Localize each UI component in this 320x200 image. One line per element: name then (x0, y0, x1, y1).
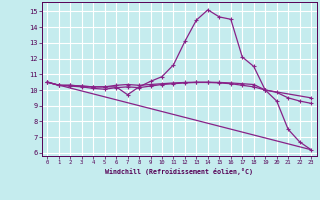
X-axis label: Windchill (Refroidissement éolien,°C): Windchill (Refroidissement éolien,°C) (105, 168, 253, 175)
